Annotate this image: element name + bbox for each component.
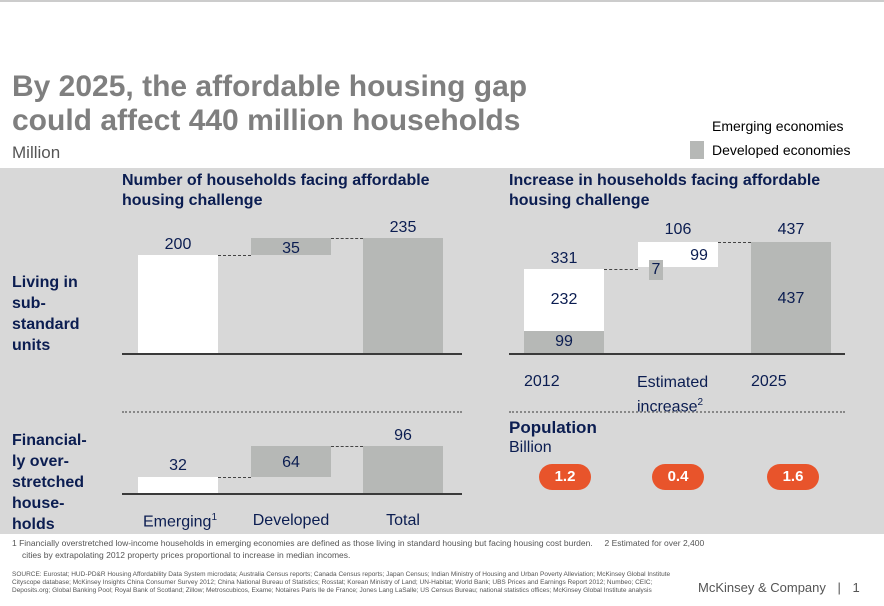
value-2012-total: 331 xyxy=(550,250,578,267)
right-title-line2: housing challenge xyxy=(509,192,650,209)
value-increase-developed: 7 xyxy=(651,261,661,278)
value-sub-emerging: 200 xyxy=(164,236,192,253)
xlabel-2012: 2012 xyxy=(524,373,560,390)
legend: Emerging economies Developed economies xyxy=(690,114,880,162)
footnote-1: 1 Financially overstretched low-income h… xyxy=(12,538,705,548)
bar-sub-total xyxy=(363,238,443,353)
divider-right xyxy=(509,411,845,413)
brand-footer: McKinsey & Company | 1 xyxy=(698,580,860,595)
value-fin-total: 96 xyxy=(394,427,412,444)
population-label: Population xyxy=(509,418,597,437)
footnote-1-cont: cities by extrapolating 2012 property pr… xyxy=(22,550,351,560)
value-2012-developed: 99 xyxy=(555,333,573,350)
value-fin-emerging: 32 xyxy=(169,457,187,474)
xlabel-total: Total xyxy=(386,512,420,529)
connector-sub-2 xyxy=(331,238,363,239)
axis-fin xyxy=(122,493,462,495)
axis-right xyxy=(509,353,845,355)
legend-item-emerging: Emerging economies xyxy=(690,114,880,138)
legend-swatch-emerging xyxy=(690,117,704,135)
population-badge-2025: 1.6 xyxy=(767,464,819,490)
connector-right-1 xyxy=(604,269,638,270)
page-number: 1 xyxy=(852,580,860,595)
divider-left xyxy=(122,411,462,413)
value-2025-emerging: 437 xyxy=(777,290,805,307)
value-sub-developed: 35 xyxy=(282,240,300,257)
value-increase-total: 106 xyxy=(664,221,692,238)
bar-sub-developed xyxy=(251,238,331,255)
connector-fin-1 xyxy=(218,477,251,478)
legend-label-developed: Developed economies xyxy=(712,142,851,158)
page-title: By 2025, the affordable housing gap coul… xyxy=(12,70,528,137)
right-title-line1: Increase in households facing affordable xyxy=(509,172,821,189)
value-sub-total: 235 xyxy=(389,219,417,236)
population-badge-2012: 1.2 xyxy=(539,464,591,490)
bar-2012-emerging xyxy=(524,269,604,331)
axis-sub xyxy=(122,353,462,355)
bar-fin-developed xyxy=(251,446,331,477)
connector-right-2 xyxy=(718,242,751,243)
bar-sub-emerging xyxy=(138,255,218,353)
value-increase-emerging: 99 xyxy=(690,247,708,264)
bar-2025 xyxy=(751,242,831,353)
brand-name: McKinsey & Company xyxy=(698,580,826,595)
population-unit: Billion xyxy=(509,439,552,456)
unit-subtitle: Million xyxy=(12,143,61,162)
legend-item-developed: Developed economies xyxy=(690,138,880,162)
top-rule xyxy=(0,0,884,2)
xlabel-developed: Developed xyxy=(252,512,330,529)
bar-fin-total xyxy=(363,446,443,493)
row-label-substandard: Living in sub-standard units xyxy=(12,274,80,354)
connector-sub-1 xyxy=(218,255,251,256)
bar-2012-developed xyxy=(524,331,604,353)
left-title-line1: Number of households facing affordable xyxy=(122,172,430,189)
left-chart-title: Number of households facing affordable h… xyxy=(122,171,430,211)
left-title-line2: housing challenge xyxy=(122,192,263,209)
legend-label-emerging: Emerging economies xyxy=(712,118,844,134)
legend-swatch-developed xyxy=(690,141,704,159)
source-note: SOURCE: Eurostat; HUD-PD&R Housing Affor… xyxy=(12,571,671,594)
value-fin-developed: 64 xyxy=(282,454,300,471)
population-badge-increase: 0.4 xyxy=(652,464,704,490)
bar-fin-emerging xyxy=(138,477,218,493)
xlabel-2025: 2025 xyxy=(751,373,787,390)
right-chart-title: Increase in households facing affordable… xyxy=(509,171,820,211)
row-label-overstretched: Financial-ly over-stretched house-holds xyxy=(12,432,87,533)
bar-increase-developed xyxy=(649,260,663,280)
xlabel-increase: Estimated increase2 xyxy=(637,374,709,416)
connector-fin-2 xyxy=(331,446,363,447)
xlabel-emerging: Emerging1 xyxy=(142,512,218,531)
value-2025-total: 437 xyxy=(777,221,805,238)
value-2012-emerging: 232 xyxy=(550,291,578,308)
footnotes: 1 Financially overstretched low-income h… xyxy=(12,537,872,561)
